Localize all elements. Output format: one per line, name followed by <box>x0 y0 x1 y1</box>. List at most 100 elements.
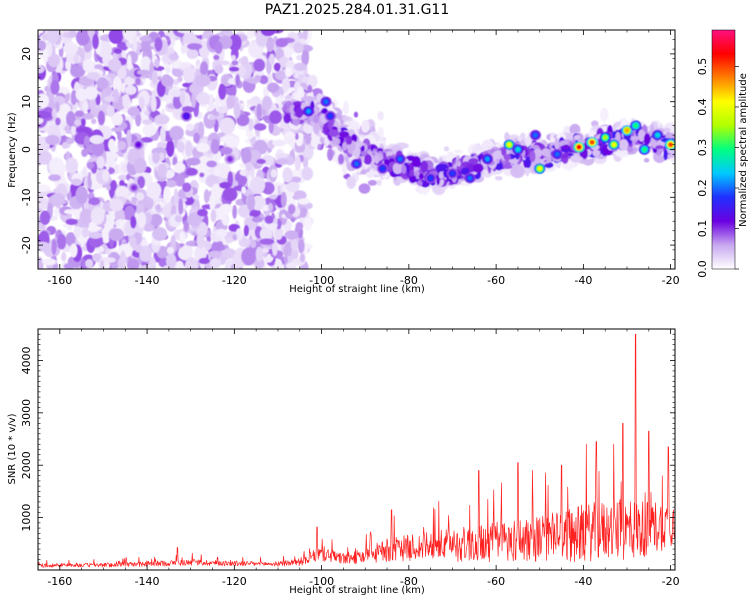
spectrogram-blob <box>126 258 140 269</box>
spectrogram-blob <box>337 153 345 165</box>
spectrogram-blob <box>219 181 231 189</box>
spectrogram-blob <box>177 30 194 34</box>
spectrogram-y-ticks: -20 -10 0 10 20 <box>20 29 675 270</box>
spectrogram-blob <box>246 130 255 140</box>
spectrogram-hotspot <box>642 147 647 152</box>
spectrogram-blob <box>313 114 319 124</box>
spectrogram-blob <box>193 132 200 144</box>
spectrogram-blob <box>412 166 419 171</box>
x-tick-label: -120 <box>222 575 247 588</box>
colorbar: 0.0 0.1 0.2 0.3 0.4 0.5 Normalized spectral a… <box>696 29 749 278</box>
spectrogram-blob <box>626 146 634 153</box>
spectrogram-blob <box>48 157 65 175</box>
spectrogram-blob <box>264 215 274 224</box>
spectrogram-blob <box>209 257 222 269</box>
spectrogram-blob <box>409 169 415 177</box>
spectrogram-blob <box>240 55 249 67</box>
spectrogram-blob <box>299 253 306 263</box>
spectrogram-blob <box>274 258 283 269</box>
spectrogram-blob <box>251 216 264 223</box>
x-tick-label: -40 <box>574 274 592 287</box>
spectrogram-blob <box>436 176 440 186</box>
x-tick-label: -140 <box>135 575 160 588</box>
spectrogram-blob <box>89 135 105 145</box>
spectrogram-hotspot <box>380 166 386 172</box>
spectrogram-blob <box>166 246 174 255</box>
spectrogram-hotspot <box>428 175 434 181</box>
spectrogram-blob <box>196 231 205 249</box>
spectrogram-blob <box>163 185 171 204</box>
spectrogram-blob <box>73 54 79 64</box>
spectrogram-blob <box>401 164 407 174</box>
x-tick-label: -40 <box>574 575 592 588</box>
spectrogram-blob <box>179 231 186 244</box>
spectrogram-blob <box>301 50 310 66</box>
spectrogram-blob <box>124 76 135 86</box>
spectrogram-blob <box>231 60 239 66</box>
spectrogram-blob <box>108 30 124 44</box>
y-tick-label: 10 <box>20 95 33 109</box>
spectrogram-blob <box>272 139 286 147</box>
x-tick-label: -20 <box>662 274 680 287</box>
spectrogram-blob <box>187 212 202 227</box>
colorbar-ticks: 0.0 0.1 0.2 0.3 0.4 0.5 <box>696 58 739 278</box>
spectrogram-blob <box>124 85 137 95</box>
spectrogram-blob <box>667 149 675 155</box>
spectrogram-blob <box>643 133 651 146</box>
spectrogram-blob <box>56 233 67 250</box>
spectrogram-blob <box>86 161 95 169</box>
spectrogram-blob <box>88 222 98 232</box>
spectrogram-blob <box>92 33 99 50</box>
spectrogram-blob <box>438 171 445 180</box>
spectrogram-blob <box>154 58 160 69</box>
spectrogram-hotspot <box>135 142 141 148</box>
spectrogram-blob <box>249 176 266 195</box>
spectrogram-blob <box>81 227 89 238</box>
spectrogram-blob <box>38 151 53 165</box>
spectrogram-blob <box>173 188 179 206</box>
x-tick-label: -20 <box>662 575 680 588</box>
spectrogram-blob <box>107 58 122 72</box>
spectrogram-blob <box>377 110 384 121</box>
spectrogram-blob <box>156 204 161 210</box>
spectrogram-hotspot <box>611 142 617 148</box>
spectrogram-blob <box>96 155 105 170</box>
snr-y-ticks: 1000 2000 3000 4000 <box>20 328 675 566</box>
spectrogram-blob <box>108 228 124 242</box>
spectrogram-blob <box>573 134 581 141</box>
spectrogram-blob <box>150 95 157 112</box>
spectrogram-blob <box>203 189 210 204</box>
spectrogram-blob <box>206 160 217 168</box>
spectrogram-blob <box>282 167 293 183</box>
spectrogram-hotspot <box>227 156 233 162</box>
spectrogram-blob <box>209 194 216 212</box>
spectrogram-hotspot <box>183 113 189 119</box>
spectrogram-blob <box>228 34 242 52</box>
spectrogram-blob <box>254 74 262 82</box>
snr-y-label: SNR (10 * v/v) <box>7 413 18 484</box>
spectrogram-blob <box>297 238 305 254</box>
spectrogram-blob <box>300 95 315 103</box>
spectrogram-hotspot <box>532 132 538 138</box>
spectrogram-blob <box>61 141 69 149</box>
spectrogram-blob <box>313 104 319 116</box>
spectrogram-blob <box>142 119 153 125</box>
spectrogram-blob <box>418 173 424 180</box>
spectrogram-blob <box>158 152 166 162</box>
spectrogram-blob <box>50 192 66 207</box>
spectrogram-blob <box>38 93 50 109</box>
spectrogram-blob <box>274 158 290 165</box>
spectrogram-blob <box>519 132 526 141</box>
spectrogram-blob <box>61 251 67 262</box>
spectrogram-blob <box>460 167 470 176</box>
spectrogram-blob <box>289 104 296 114</box>
spectrogram-blob <box>346 176 357 189</box>
spectrogram-blob <box>236 114 250 127</box>
spectrogram-blob <box>468 158 479 165</box>
spectrogram-blob <box>215 94 220 112</box>
spectrogram-blob <box>361 119 370 133</box>
spectrogram-blob <box>376 179 382 186</box>
spectrogram-blob <box>100 257 116 263</box>
spectrogram-blob <box>662 127 671 133</box>
spectrogram-blob <box>97 246 104 253</box>
